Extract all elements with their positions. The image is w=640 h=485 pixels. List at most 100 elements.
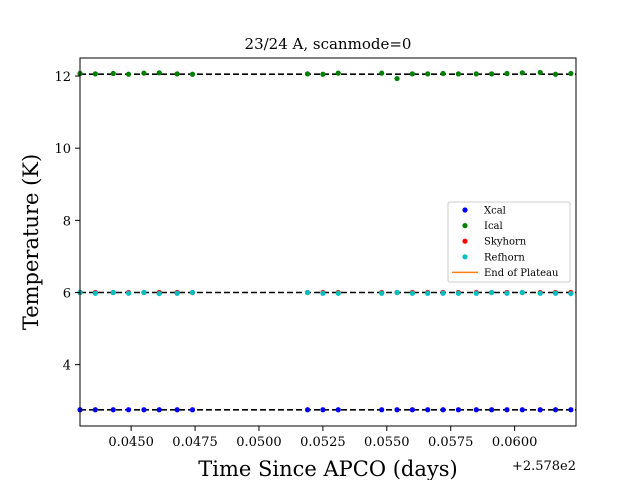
data-point-xcal [335, 407, 341, 413]
data-point-xcal [174, 407, 180, 413]
x-tick-label: 0.0575 [428, 435, 474, 450]
legend-marker-dot [462, 207, 468, 213]
data-point-ical [189, 71, 196, 77]
data-point-xcal [568, 407, 574, 413]
x-tick-label: 0.0550 [364, 435, 410, 450]
data-point-ical [473, 71, 479, 77]
data-point-refhorn [440, 290, 446, 296]
data-point-xcal [394, 407, 400, 413]
x-axis-offset-label: +2.578e2 [512, 459, 576, 474]
x-axis-ticks: 0.0450 0.0475 0.0500 0.0525 0.0550 0.0575 0.06… [108, 426, 537, 450]
data-point-ical [141, 70, 147, 76]
data-point-refhorn [425, 290, 431, 296]
data-point-xcal [537, 407, 543, 413]
data-point-xcal [409, 407, 415, 413]
x-axis-label: Time Since APCO (days) [198, 457, 457, 480]
reference-lines [80, 73, 576, 411]
data-point-ical [379, 70, 385, 76]
data-point-refhorn [379, 290, 385, 296]
data-point-ical [537, 69, 543, 76]
data-point-refhorn [504, 290, 510, 296]
y-tick-label: 10 [54, 142, 71, 157]
legend-marker-dot [462, 254, 468, 260]
chart-title: 23/24 A, scanmode=0 [245, 35, 412, 53]
data-point-refhorn [174, 290, 180, 296]
data-point-ical [440, 70, 446, 77]
data-point-refhorn [141, 289, 147, 296]
data-point-ical [409, 71, 415, 77]
data-point-refhorn [189, 289, 196, 296]
legend-marker-dot [462, 223, 468, 229]
data-point-ical [320, 71, 326, 77]
data-point-ical [335, 70, 341, 76]
data-point-refhorn [394, 289, 400, 296]
y-tick-label: 6 [63, 287, 71, 302]
data-point-refhorn [489, 289, 495, 296]
data-point-xcal [125, 407, 132, 413]
y-tick-label: 8 [63, 214, 71, 229]
data-point-ical [568, 70, 574, 77]
data-point-refhorn [125, 290, 132, 296]
legend-label: Ical [484, 221, 503, 232]
data-point-refhorn [455, 290, 461, 296]
data-point-refhorn [110, 289, 116, 296]
data-point-xcal [110, 407, 116, 413]
data-point-ical [156, 70, 162, 76]
data-point-ical [519, 70, 525, 76]
y-tick-label: 4 [63, 359, 71, 374]
data-point-ical [304, 71, 311, 77]
data-point-refhorn [473, 290, 479, 296]
data-point-xcal [473, 407, 479, 413]
legend-label: Xcal [484, 206, 506, 217]
data-point-refhorn [92, 290, 98, 296]
x-tick-label: 0.0500 [236, 435, 282, 450]
data-point-xcal [552, 407, 559, 413]
data-point-xcal [189, 407, 196, 413]
data-point-xcal [519, 407, 525, 413]
data-point-xcal [489, 407, 495, 413]
data-point-ical [552, 71, 559, 77]
data-point-refhorn [409, 290, 415, 296]
data-point-xcal [156, 407, 162, 413]
data-point-refhorn [519, 289, 525, 296]
data-point-ical [394, 75, 400, 82]
y-axis-label: Temperature (K) [19, 154, 43, 330]
data-point-xcal [440, 407, 446, 413]
y-axis-ticks: 4 6 8 10 12 [54, 70, 80, 374]
legend-marker-dot [462, 238, 468, 244]
legend-label: Refhorn [484, 252, 525, 263]
data-point-refhorn [552, 290, 559, 296]
plot-frame [79, 57, 577, 427]
data-point-ical [504, 70, 510, 77]
x-tick-label: 0.0600 [492, 435, 538, 450]
data-point-refhorn [568, 290, 574, 297]
data-point-xcal [141, 407, 147, 413]
data-point-xcal [92, 407, 98, 413]
data-point-refhorn [304, 289, 311, 296]
data-point-xcal [504, 407, 510, 413]
x-tick-label: 0.0525 [300, 435, 346, 450]
legend-box [447, 201, 571, 283]
data-point-ical [489, 71, 495, 77]
x-tick-label: 0.0450 [108, 435, 154, 450]
data-point-xcal [320, 407, 326, 413]
legend-label: Skyhorn [484, 237, 527, 248]
data-points [77, 69, 574, 413]
data-point-ical [455, 71, 461, 77]
legend-label: End of Plateau [484, 268, 559, 279]
data-point-refhorn [335, 290, 341, 296]
data-point-ical [110, 70, 116, 77]
data-point-ical [174, 71, 180, 77]
data-point-xcal [425, 407, 431, 413]
data-point-refhorn [156, 290, 162, 297]
data-point-ical [92, 71, 98, 77]
data-point-refhorn [537, 290, 543, 296]
data-point-xcal [455, 407, 461, 413]
x-tick-label: 0.0475 [172, 435, 218, 450]
legend: Xcal Ical Skyhorn Refhorn End of Plateau [447, 201, 571, 283]
y-tick-label: 12 [54, 70, 71, 85]
data-point-refhorn [320, 290, 326, 296]
data-point-ical [125, 71, 132, 77]
